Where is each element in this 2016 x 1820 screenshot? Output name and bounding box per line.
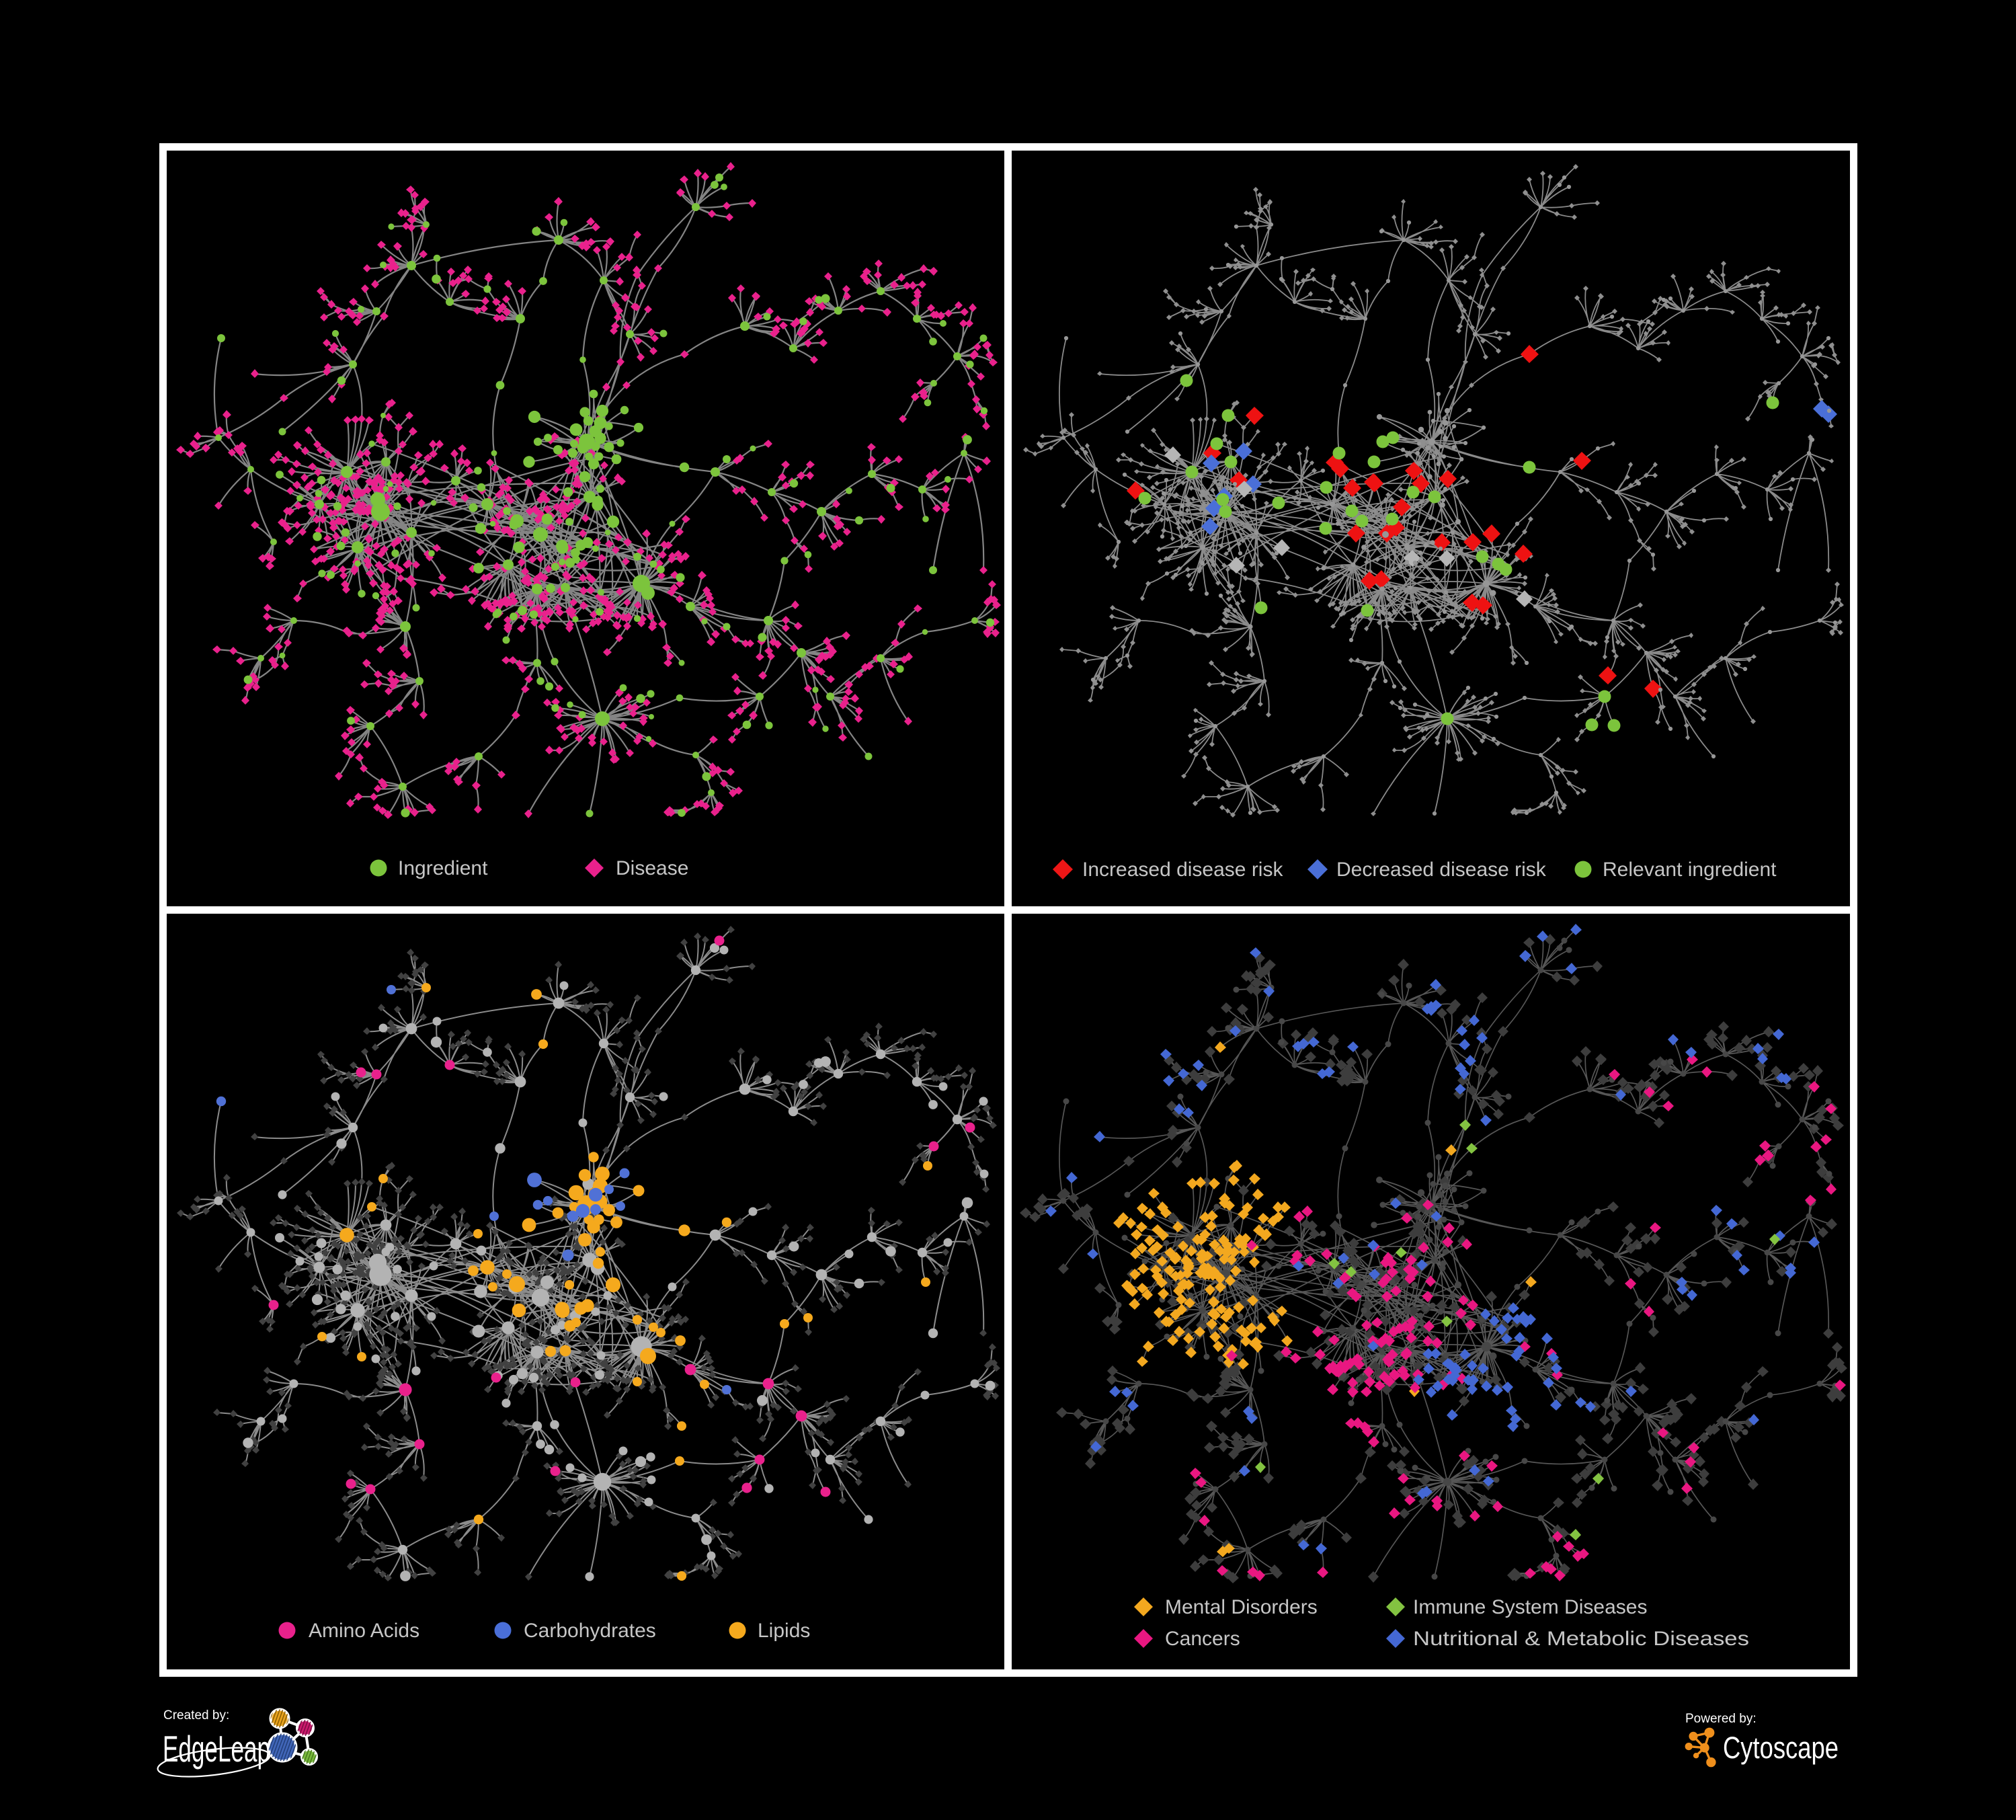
svg-text:Amino Acids: Amino Acids bbox=[309, 1620, 419, 1642]
svg-text:Immune System Diseases: Immune System Diseases bbox=[1413, 1596, 1647, 1618]
svg-text:Cytoscape: Cytoscape bbox=[1723, 1731, 1839, 1765]
svg-text:Cancers: Cancers bbox=[1165, 1628, 1240, 1650]
svg-text:Nutritional & Metabolic Diseas: Nutritional & Metabolic Diseases bbox=[1413, 1628, 1749, 1650]
svg-text:Created by:: Created by: bbox=[163, 1708, 229, 1723]
svg-text:Ingredient: Ingredient bbox=[398, 857, 488, 879]
svg-text:Disease: Disease bbox=[616, 857, 688, 879]
svg-text:Powered by:: Powered by: bbox=[1685, 1712, 1757, 1726]
svg-text:Lipids: Lipids bbox=[758, 1620, 810, 1642]
svg-text:Relevant ingredient: Relevant ingredient bbox=[1603, 859, 1777, 881]
svg-text:Carbohydrates: Carbohydrates bbox=[524, 1620, 656, 1642]
svg-text:Mental Disorders: Mental Disorders bbox=[1165, 1596, 1318, 1618]
svg-text:Increased disease risk: Increased disease risk bbox=[1082, 859, 1283, 881]
svg-text:Decreased disease risk: Decreased disease risk bbox=[1336, 859, 1547, 881]
